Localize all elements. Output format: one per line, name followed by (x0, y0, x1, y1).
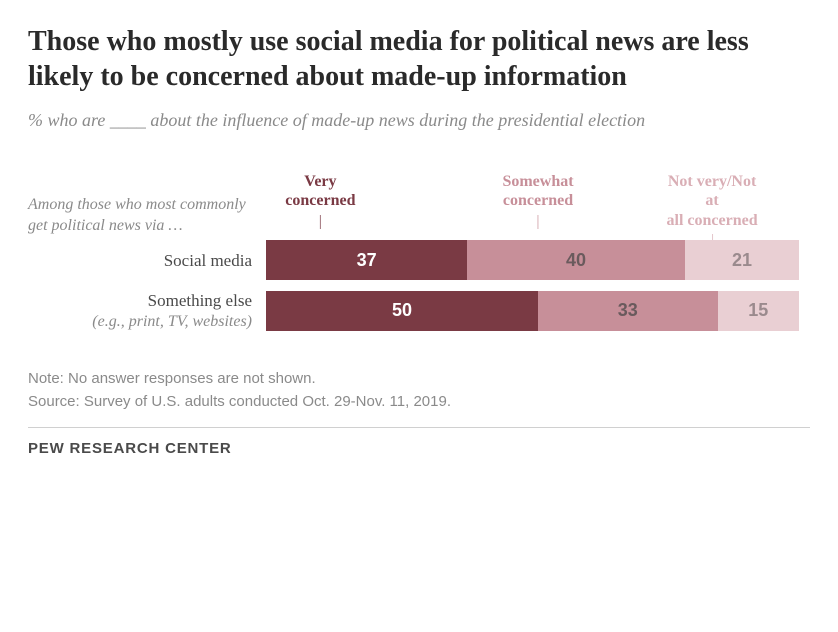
chart-subtitle: % who are ____ about the influence of ma… (28, 108, 810, 132)
bar-track: 374021 (266, 240, 810, 280)
legend-item-somewhat: Somewhatconcerned (502, 172, 573, 228)
chart-area: Among those who most commonly get politi… (28, 172, 810, 331)
attribution: PEW RESEARCH CENTER (28, 440, 810, 457)
bar-row: Social media374021 (28, 240, 810, 280)
legend-row: Among those who most commonly get politi… (28, 172, 810, 236)
bar-segment-very: 50 (266, 291, 538, 331)
bar-track: 503315 (266, 291, 810, 331)
row-intro-label: Among those who most commonly get politi… (28, 195, 266, 237)
legend-item-very: Veryconcerned (285, 172, 355, 228)
bar-segment-very: 37 (266, 240, 467, 280)
bar-segment-somewhat: 40 (467, 240, 685, 280)
chart-title: Those who mostly use social media for po… (28, 24, 810, 94)
source-line: Source: Survey of U.S. adults conducted … (28, 391, 810, 413)
bar-row-label: Something else(e.g., print, TV, websites… (28, 290, 266, 331)
bar-segment-notvery: 15 (718, 291, 800, 331)
bar-row: Something else(e.g., print, TV, websites… (28, 290, 810, 331)
divider (28, 427, 810, 428)
bars-container: Social media374021Something else(e.g., p… (28, 240, 810, 331)
legend-items: VeryconcernedSomewhatconcernedNot very/N… (266, 172, 810, 236)
bar-segment-somewhat: 33 (538, 291, 718, 331)
bar-row-label: Social media (28, 250, 266, 271)
legend-item-notvery: Not very/Not atall concerned (663, 172, 761, 248)
bar-segment-notvery: 21 (685, 240, 799, 280)
footnote: Note: No answer responses are not shown. (28, 368, 810, 390)
